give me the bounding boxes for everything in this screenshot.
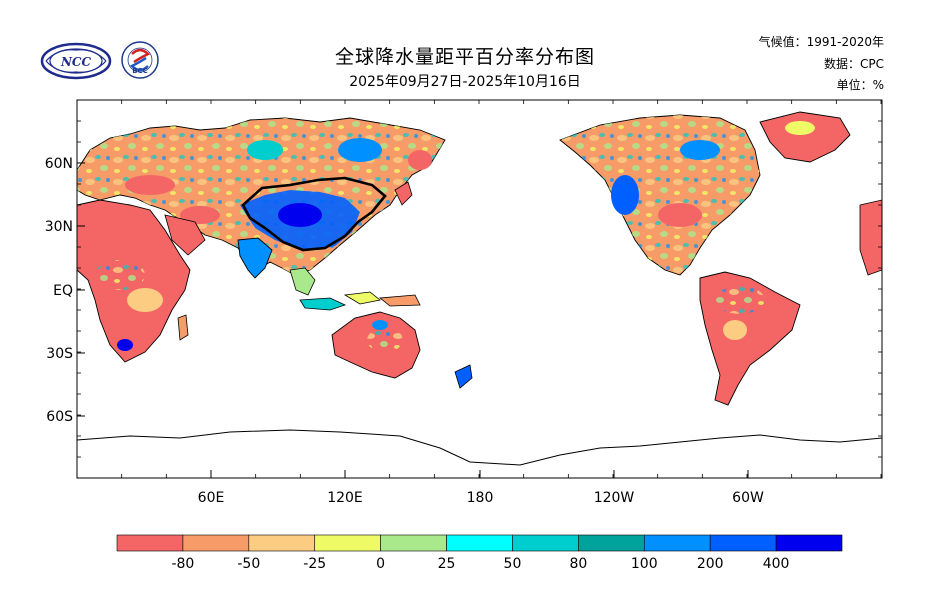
lon-label-180: 180	[467, 490, 494, 506]
svg-text:NCC: NCC	[60, 55, 92, 69]
land-field	[77, 111, 882, 466]
colorbar-label: 50	[504, 556, 522, 572]
map-subtitle: 2025年09月27日-2025年10月16日	[349, 74, 581, 90]
colorbar-swatch	[643, 534, 711, 552]
lat-label-30s: 30S	[46, 346, 73, 362]
lat-label-eq: EQ	[53, 283, 73, 299]
climate-period-label: 气候值：1991-2020年	[758, 35, 884, 49]
antarctica-coast	[77, 429, 882, 466]
unit-label: 单位：%	[836, 78, 884, 92]
colorbar-label: 400	[763, 556, 790, 572]
colorbar-swatch	[578, 534, 645, 552]
svg-text:BCC: BCC	[132, 67, 148, 75]
colorbar-swatch	[314, 534, 381, 552]
lon-label-120w: 120W	[594, 490, 635, 506]
colorbar-swatch	[775, 534, 843, 552]
colorbar-label: 200	[697, 556, 724, 572]
colorbar-swatch	[116, 534, 184, 552]
colorbar-swatch	[512, 534, 579, 552]
ncc-logo: NCC	[40, 42, 112, 80]
lat-label-60n: 60N	[45, 156, 73, 172]
colorbar-label: 25	[438, 556, 456, 572]
colorbar-label: 0	[376, 556, 385, 572]
lon-label-60w: 60W	[732, 490, 764, 506]
colorbar-label: -80	[171, 556, 194, 572]
colorbar-label: 80	[569, 556, 587, 572]
colorbar-label: -25	[303, 556, 326, 572]
bcc-logo: BCC	[121, 41, 159, 79]
china-border	[241, 176, 387, 252]
data-source-label: 数据：CPC	[824, 57, 884, 71]
colorbar-swatch	[446, 534, 513, 552]
colorbar-label: 100	[631, 556, 658, 572]
lon-label-120e: 120E	[327, 490, 363, 506]
longitude-labels: 60E 120E 180 120W 60W	[198, 470, 764, 506]
latitude-labels: 60N 30N EQ 30S 60S	[45, 156, 85, 425]
colorbar: -80 -50 -25 0 25 50 80 100 200 400	[116, 534, 843, 572]
colorbar-swatch	[380, 534, 447, 552]
lat-label-30n: 30N	[45, 219, 73, 235]
colorbar-swatch	[709, 534, 777, 552]
colorbar-swatch	[248, 534, 316, 552]
lon-label-60e: 60E	[198, 490, 225, 506]
india-landmass	[237, 237, 273, 279]
colorbar-label: -50	[237, 556, 260, 572]
lat-label-60s: 60S	[46, 409, 73, 425]
greenland-landmass	[759, 111, 851, 163]
map-title: 全球降水量距平百分率分布图	[334, 46, 595, 68]
colorbar-swatch	[182, 534, 250, 552]
